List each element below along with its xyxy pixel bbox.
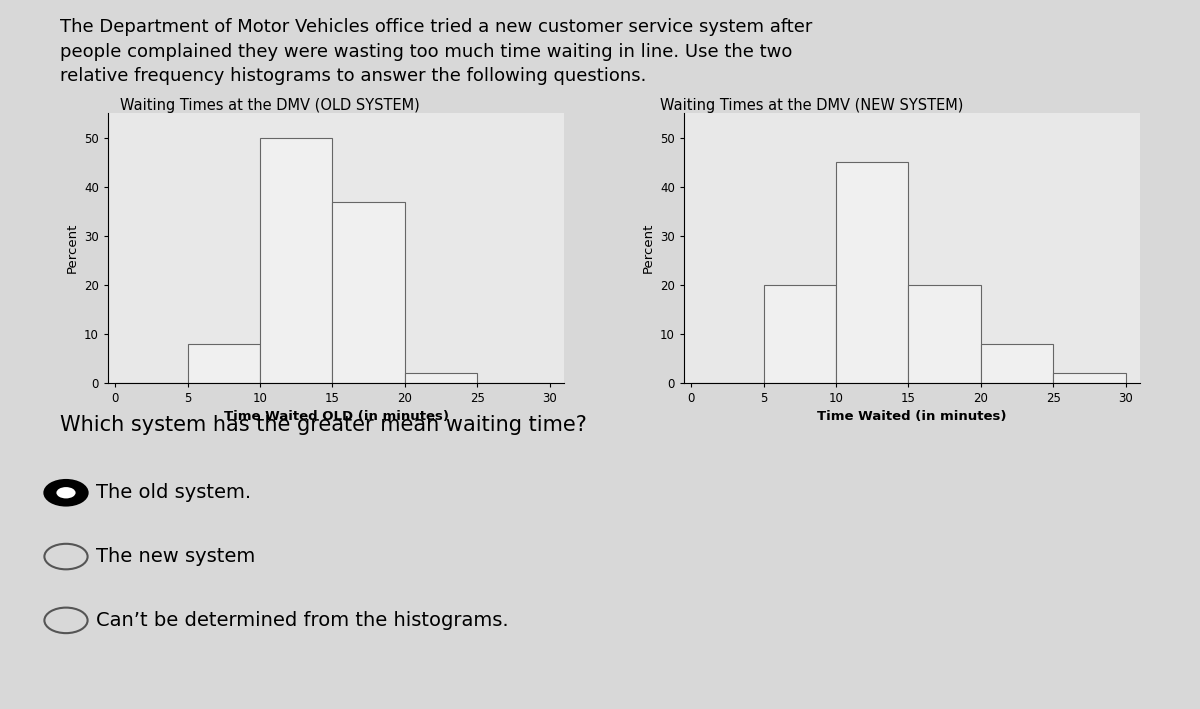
Text: Waiting Times at the DMV (NEW SYSTEM): Waiting Times at the DMV (NEW SYSTEM) bbox=[660, 98, 964, 113]
Text: The Department of Motor Vehicles office tried a new customer service system afte: The Department of Motor Vehicles office … bbox=[60, 18, 812, 35]
Bar bbox=[763, 285, 836, 383]
Y-axis label: Percent: Percent bbox=[66, 223, 78, 274]
Bar bbox=[260, 138, 332, 383]
Text: The old system.: The old system. bbox=[96, 484, 251, 502]
Bar bbox=[187, 344, 260, 383]
Bar bbox=[332, 201, 404, 383]
Text: relative frequency histograms to answer the following questions.: relative frequency histograms to answer … bbox=[60, 67, 647, 85]
Bar bbox=[836, 162, 908, 383]
X-axis label: Time Waited OLD (in minutes): Time Waited OLD (in minutes) bbox=[223, 411, 449, 423]
Text: The new system: The new system bbox=[96, 547, 256, 566]
Y-axis label: Percent: Percent bbox=[642, 223, 654, 274]
X-axis label: Time Waited (in minutes): Time Waited (in minutes) bbox=[817, 411, 1007, 423]
Bar bbox=[908, 285, 980, 383]
Bar bbox=[1054, 373, 1126, 383]
Bar bbox=[980, 344, 1054, 383]
Text: Waiting Times at the DMV (OLD SYSTEM): Waiting Times at the DMV (OLD SYSTEM) bbox=[120, 98, 420, 113]
Text: people complained they were wasting too much time waiting in line. Use the two: people complained they were wasting too … bbox=[60, 43, 792, 60]
Text: Can’t be determined from the histograms.: Can’t be determined from the histograms. bbox=[96, 611, 509, 630]
Text: Which system has the greater mean waiting time?: Which system has the greater mean waitin… bbox=[60, 415, 587, 435]
Bar bbox=[404, 373, 478, 383]
